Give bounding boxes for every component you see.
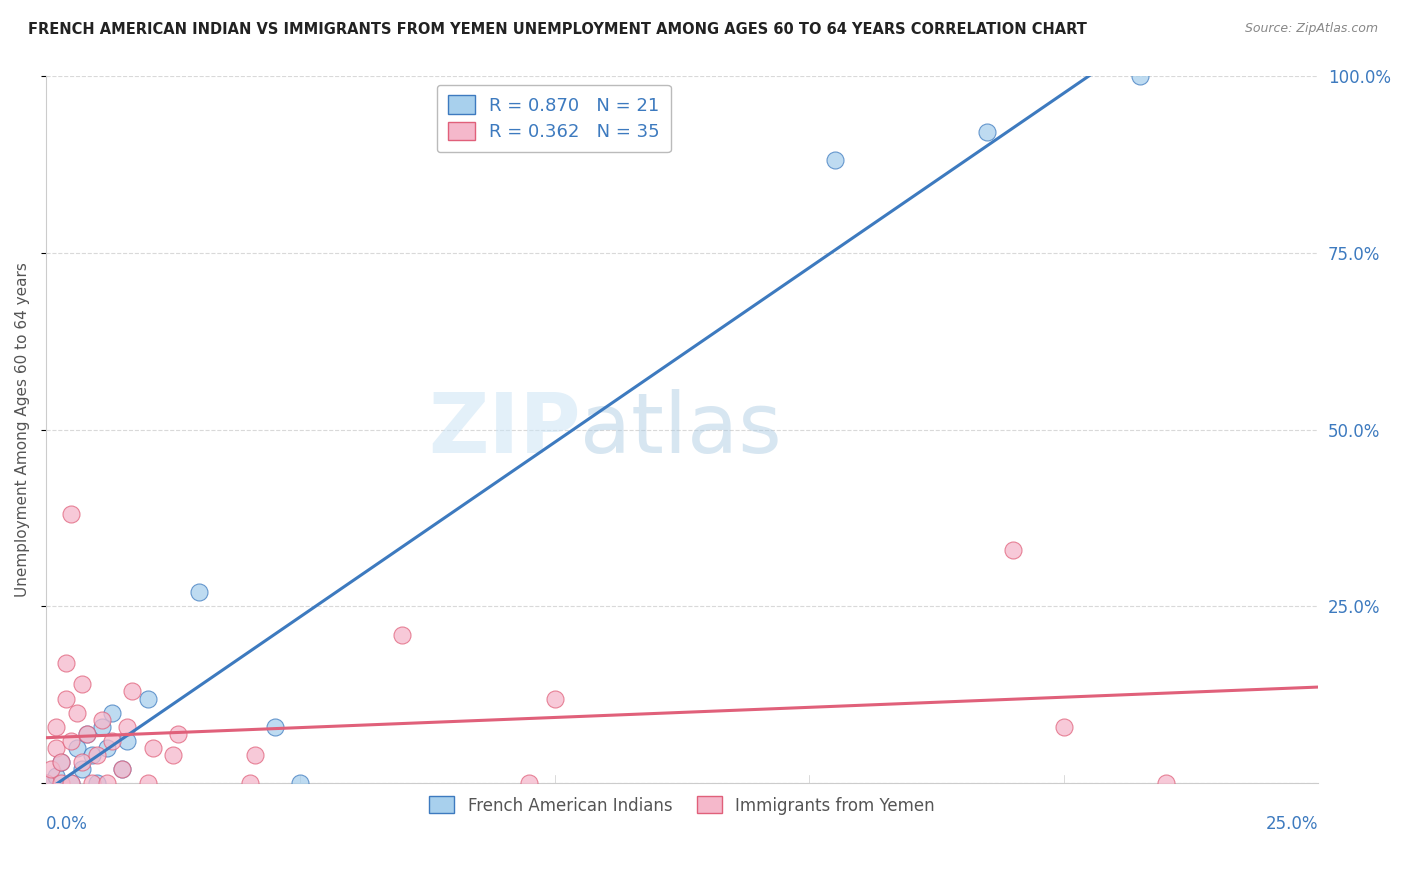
Point bbox=[86, 776, 108, 790]
Point bbox=[264, 720, 287, 734]
Point bbox=[70, 762, 93, 776]
Point bbox=[1001, 542, 1024, 557]
Point bbox=[142, 741, 165, 756]
Text: 25.0%: 25.0% bbox=[1265, 815, 1319, 833]
Point bbox=[290, 776, 312, 790]
Point bbox=[86, 748, 108, 763]
Point bbox=[35, 776, 58, 790]
Point bbox=[976, 125, 998, 139]
Point bbox=[76, 727, 98, 741]
Point bbox=[60, 776, 83, 790]
Point bbox=[65, 741, 87, 756]
Point bbox=[60, 776, 83, 790]
Point bbox=[136, 691, 159, 706]
Point bbox=[136, 776, 159, 790]
Point bbox=[519, 776, 541, 790]
Point bbox=[96, 741, 118, 756]
Point bbox=[111, 762, 134, 776]
Point bbox=[1053, 720, 1076, 734]
Legend: French American Indians, Immigrants from Yemen: French American Indians, Immigrants from… bbox=[422, 789, 942, 822]
Text: atlas: atlas bbox=[581, 389, 782, 470]
Point bbox=[45, 741, 67, 756]
Point bbox=[65, 706, 87, 720]
Point bbox=[60, 508, 83, 522]
Point bbox=[111, 762, 134, 776]
Point bbox=[391, 628, 413, 642]
Point bbox=[238, 776, 260, 790]
Point bbox=[45, 769, 67, 783]
Point bbox=[1154, 776, 1177, 790]
Point bbox=[544, 691, 567, 706]
Point bbox=[1129, 69, 1152, 83]
Text: 0.0%: 0.0% bbox=[46, 815, 87, 833]
Point bbox=[39, 762, 62, 776]
Point bbox=[121, 684, 143, 698]
Point bbox=[76, 727, 98, 741]
Point bbox=[167, 727, 190, 741]
Point bbox=[824, 153, 846, 168]
Point bbox=[80, 748, 103, 763]
Point bbox=[35, 776, 58, 790]
Point bbox=[45, 720, 67, 734]
Point bbox=[55, 691, 77, 706]
Point bbox=[117, 734, 139, 748]
Point bbox=[101, 706, 124, 720]
Text: ZIP: ZIP bbox=[427, 389, 581, 470]
Point bbox=[162, 748, 184, 763]
Point bbox=[70, 756, 93, 770]
Point bbox=[117, 720, 139, 734]
Y-axis label: Unemployment Among Ages 60 to 64 years: Unemployment Among Ages 60 to 64 years bbox=[15, 262, 30, 597]
Point bbox=[51, 756, 73, 770]
Text: Source: ZipAtlas.com: Source: ZipAtlas.com bbox=[1244, 22, 1378, 36]
Point bbox=[60, 734, 83, 748]
Point bbox=[70, 677, 93, 691]
Point bbox=[101, 734, 124, 748]
Text: FRENCH AMERICAN INDIAN VS IMMIGRANTS FROM YEMEN UNEMPLOYMENT AMONG AGES 60 TO 64: FRENCH AMERICAN INDIAN VS IMMIGRANTS FRO… bbox=[28, 22, 1087, 37]
Point bbox=[51, 776, 73, 790]
Point bbox=[91, 713, 114, 727]
Point bbox=[51, 756, 73, 770]
Point bbox=[80, 776, 103, 790]
Point bbox=[187, 585, 209, 599]
Point bbox=[55, 656, 77, 670]
Point bbox=[96, 776, 118, 790]
Point bbox=[243, 748, 266, 763]
Point bbox=[91, 720, 114, 734]
